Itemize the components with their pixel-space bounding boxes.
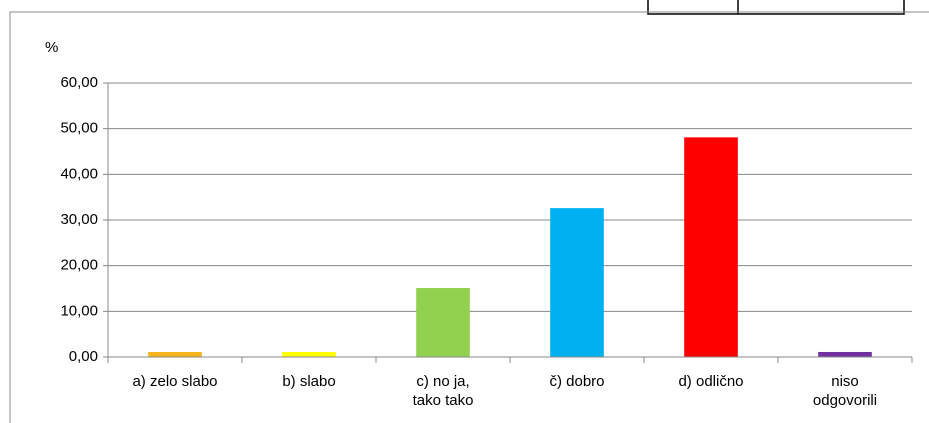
x-tick-label: d) odlično xyxy=(678,373,744,390)
y-tick-label: 60,00 xyxy=(60,74,98,91)
y-tick-label: 10,00 xyxy=(60,302,98,319)
bar xyxy=(148,351,202,357)
y-tick-label: 50,00 xyxy=(60,120,98,137)
bar xyxy=(684,137,738,357)
bar xyxy=(282,351,336,357)
y-tick-label: 0,00 xyxy=(69,348,98,365)
bar xyxy=(550,208,604,357)
y-tick-label: 20,00 xyxy=(60,257,98,274)
bar xyxy=(818,351,872,357)
x-tick-label: č) dobro xyxy=(549,373,605,390)
chart-frame xyxy=(9,11,929,423)
x-tick-label: b) slabo xyxy=(282,373,336,390)
table-fragment xyxy=(647,0,905,15)
y-tick-label: 30,00 xyxy=(60,211,98,228)
y-axis-label: % xyxy=(45,39,58,56)
bar xyxy=(416,288,470,357)
x-tick-label: niso odgovorili xyxy=(812,373,878,409)
x-tick-label: a) zelo slabo xyxy=(132,373,218,390)
x-tick-label: c) no ja, tako tako xyxy=(412,373,474,409)
y-tick-label: 40,00 xyxy=(60,165,98,182)
